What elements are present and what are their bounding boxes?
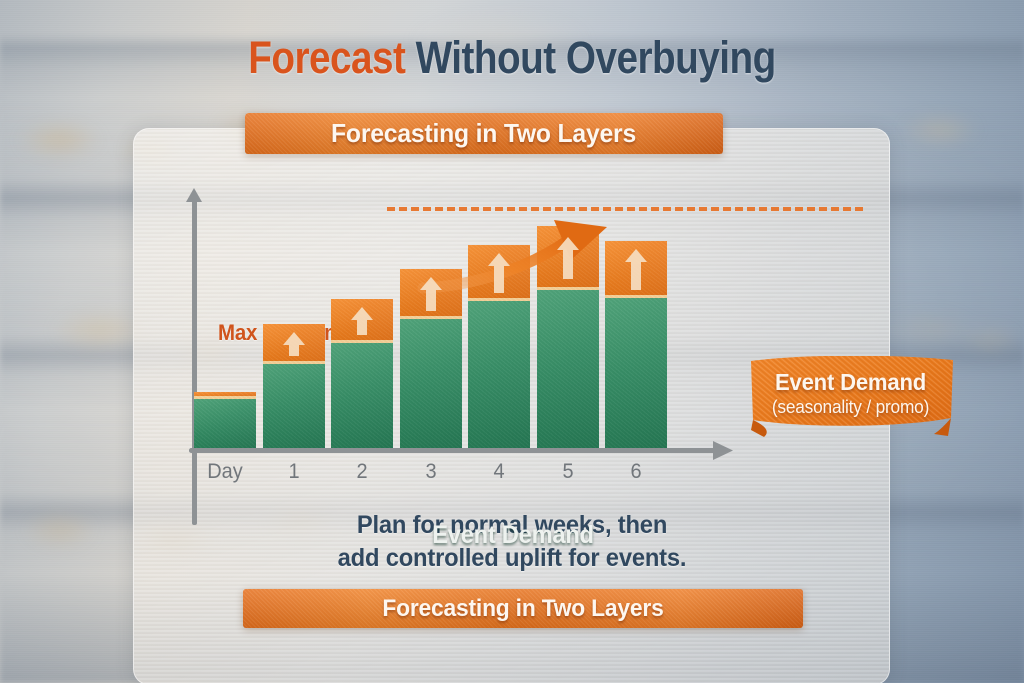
bar-segment-event-demand (399, 269, 462, 319)
caption-block: Plan for normal weeks, then add controll… (26, 509, 999, 574)
x-tick-label: 2 (356, 460, 368, 483)
y-axis-arrow-head (186, 188, 202, 202)
callout-subtitle: (seasonality / promo) (771, 397, 930, 417)
uplift-up-arrow-icon (418, 275, 444, 318)
bar-segment-event-demand (468, 245, 530, 301)
caption-line-2: add controlled uplift for events. (337, 543, 687, 572)
bars-plot-region (189, 174, 789, 450)
x-tick-label: 5 (561, 460, 574, 483)
callout-text-block: Event Demand (seasonality / promo) (748, 369, 953, 418)
bar-segment-base-demand (399, 319, 462, 450)
event-demand-callout: Event Demand (seasonality / promo) (748, 356, 956, 438)
x-axis-tick-labels: Day 1 2 3 4 5 6 (189, 460, 809, 490)
page-title-accent: Forecast (248, 32, 406, 83)
page-title-main: Without Overbuying (415, 32, 777, 83)
callout-ribbon-shape (751, 356, 953, 437)
uplift-up-arrow-icon (555, 235, 581, 286)
bar-column (331, 299, 393, 450)
max-buy-limit-dashed-line (387, 207, 863, 211)
bar-segment-event-demand (331, 299, 393, 343)
bar-segment-event-demand (605, 241, 667, 298)
bar-segment-base-demand (262, 364, 325, 450)
callout-title: Event Demand (774, 369, 927, 395)
bar-column (536, 226, 599, 450)
page-title: Forecast Without Overbuying (72, 34, 953, 81)
uplift-up-arrow-icon (486, 251, 512, 300)
x-tick-label: Day (207, 460, 243, 483)
bar-segment-base-demand (536, 290, 599, 450)
caption-line-1: Plan for normal weeks, then (356, 511, 668, 539)
x-tick-label: 4 (493, 460, 505, 483)
bar-segment-event-demand (536, 226, 599, 290)
uplift-up-arrow-icon (623, 247, 649, 297)
bar-segment-base-demand (194, 399, 256, 450)
x-tick-label: 1 (287, 460, 300, 483)
banner-top-label: Forecasting in Two Layers (331, 118, 637, 148)
uplift-up-arrow-icon (349, 305, 375, 342)
bar-column (194, 392, 256, 450)
bar-column (468, 245, 530, 450)
x-tick-label: 3 (424, 460, 437, 483)
banner-top: Forecasting in Two Layers (245, 113, 723, 154)
bar-column (399, 269, 462, 450)
bar-segment-base-demand (331, 343, 393, 450)
bar-segment-base-demand (468, 301, 530, 450)
bar-column (605, 241, 667, 450)
uplift-up-arrow-icon (281, 330, 307, 363)
y-axis-line (192, 200, 197, 525)
banner-bottom-label: Forecasting in Two Layers (382, 594, 664, 622)
x-tick-label: 6 (630, 460, 642, 483)
bar-column (262, 324, 325, 450)
bar-segment-event-demand (262, 324, 325, 364)
bar-segment-event-demand (194, 392, 256, 399)
in-bar-series-label: Event Demand (432, 521, 594, 549)
banner-bottom: Forecasting in Two Layers (243, 589, 803, 628)
bar-segment-base-demand (605, 298, 667, 450)
